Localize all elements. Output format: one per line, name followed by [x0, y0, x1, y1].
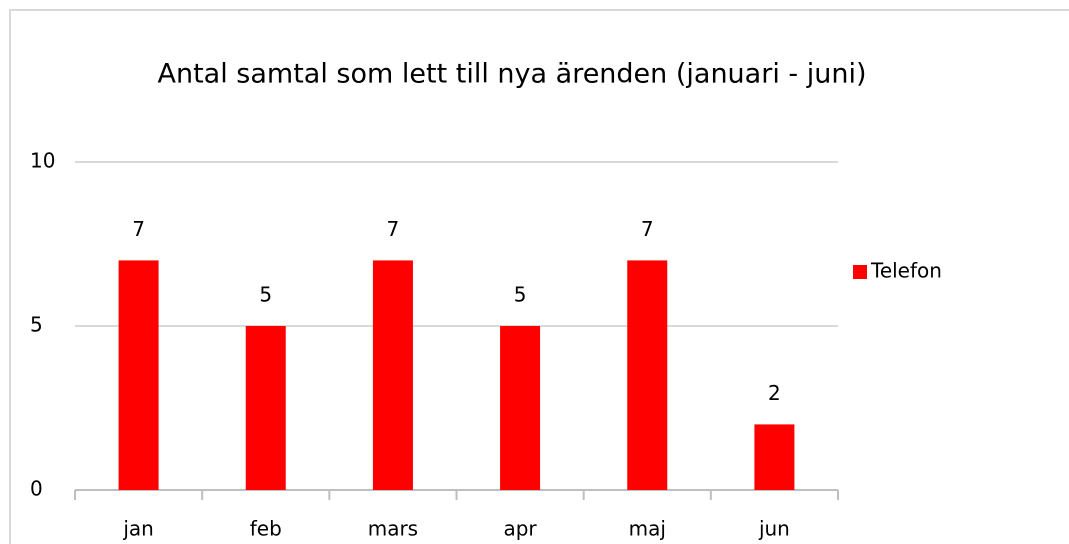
x-tick-label: feb: [250, 517, 282, 541]
y-tick-label: 5: [30, 313, 43, 337]
data-label: 7: [387, 217, 400, 241]
legend-label: Telefon: [870, 259, 942, 283]
data-label: 2: [768, 381, 781, 405]
bar: [372, 260, 413, 490]
bar: [118, 260, 159, 490]
data-label: 5: [259, 283, 272, 307]
data-label: 7: [641, 217, 654, 241]
bar: [754, 424, 795, 490]
x-tick-label: jun: [758, 517, 790, 541]
x-tick-label: apr: [503, 517, 537, 541]
data-label: 7: [132, 217, 145, 241]
legend-swatch: [853, 265, 867, 279]
y-tick-label: 0: [30, 477, 43, 501]
x-tick-label: jan: [122, 517, 154, 541]
bar: [627, 260, 668, 490]
x-tick-label: mars: [368, 517, 418, 541]
data-label: 5: [514, 283, 527, 307]
chart-title: Antal samtal som lett till nya ärenden (…: [157, 59, 866, 90]
bar: [245, 326, 286, 490]
y-tick-label: 10: [30, 149, 55, 173]
x-tick-label: maj: [629, 517, 666, 541]
bar: [500, 326, 541, 490]
